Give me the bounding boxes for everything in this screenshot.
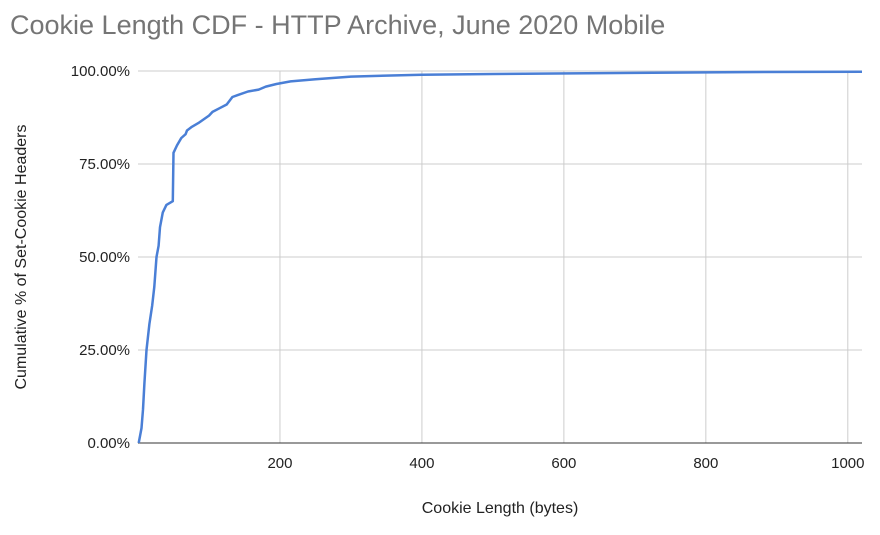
y-axis-title: Cumulative % of Set-Cookie Headers xyxy=(13,124,30,389)
x-tick-label: 600 xyxy=(551,455,576,472)
x-axis-title: Cookie Length (bytes) xyxy=(422,500,579,517)
y-tick-labels: 0.00% 25.00% 50.00% 75.00% 100.00% xyxy=(71,63,130,452)
y-tick-label: 0.00% xyxy=(87,435,130,452)
x-tick-label: 200 xyxy=(267,455,292,472)
y-tick-label: 25.00% xyxy=(79,342,130,359)
y-tick-label: 75.00% xyxy=(79,156,130,173)
grid-lines xyxy=(138,70,862,443)
y-tick-label: 50.00% xyxy=(79,249,130,266)
chart-title: Cookie Length CDF - HTTP Archive, June 2… xyxy=(10,10,666,40)
x-tick-label: 1000 xyxy=(831,455,864,472)
cdf-series-line xyxy=(137,70,863,444)
x-tick-label: 400 xyxy=(409,455,434,472)
x-tick-labels: 200 400 600 800 1000 xyxy=(267,455,864,472)
x-tick-label: 800 xyxy=(693,455,718,472)
y-tick-label: 100.00% xyxy=(71,63,130,80)
